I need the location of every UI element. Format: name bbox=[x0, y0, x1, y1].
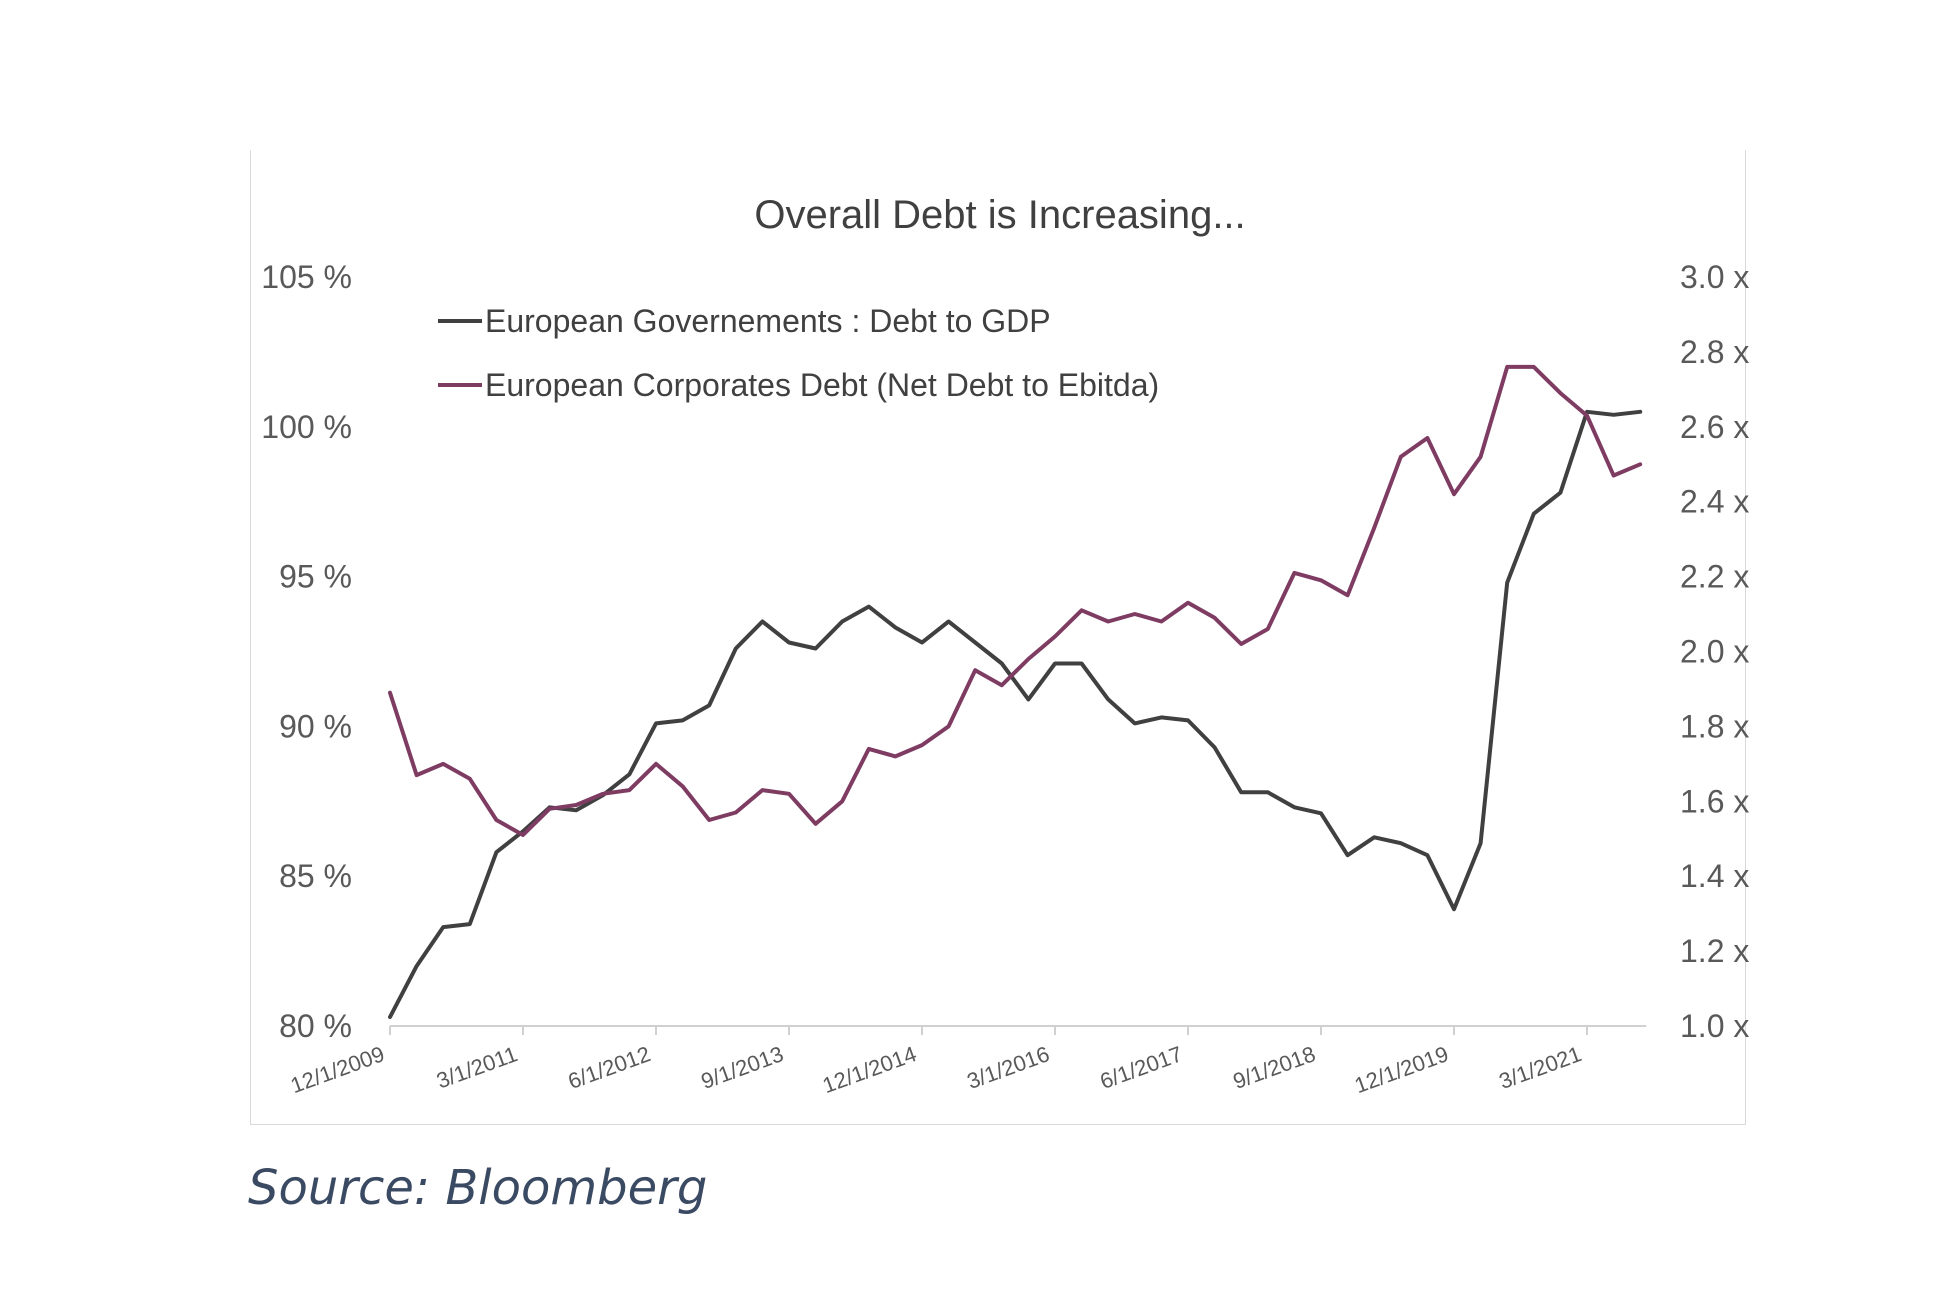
x-axis-tick-label: 6/1/2017 bbox=[1097, 1041, 1186, 1094]
x-axis-tick-label: 3/1/2011 bbox=[433, 1041, 520, 1093]
right-axis-tick-label: 2.0 x bbox=[1680, 634, 1749, 670]
source-caption: Source: Bloomberg bbox=[248, 1160, 708, 1216]
left-axis: 80 % 85 % 90 % 95 % 100 % 105 % bbox=[261, 259, 352, 1044]
x-axis-tick-label: 3/1/2021 bbox=[1496, 1041, 1585, 1094]
right-axis-tick-label: 1.6 x bbox=[1680, 783, 1749, 819]
left-axis-tick-label: 95 % bbox=[279, 559, 352, 595]
legend-label-corporates: European Corporates Debt (Net Debt to Eb… bbox=[485, 367, 1159, 403]
legend-label-governments: European Governements : Debt to GDP bbox=[485, 303, 1051, 339]
left-axis-tick-label: 85 % bbox=[279, 858, 352, 894]
right-axis-tick-label: 1.2 x bbox=[1680, 933, 1749, 969]
chart-title: Overall Debt is Increasing... bbox=[754, 193, 1245, 237]
right-axis-tick-label: 3.0 x bbox=[1680, 259, 1749, 295]
right-axis-tick-label: 1.4 x bbox=[1680, 858, 1749, 894]
chart-frame bbox=[250, 150, 1746, 1125]
x-axis-tick-label: 9/1/2013 bbox=[698, 1041, 787, 1094]
right-axis-tick-label: 1.8 x bbox=[1680, 708, 1749, 744]
right-axis: 1.0 x 1.2 x 1.4 x 1.6 x 1.8 x 2.0 x 2.2 x 2.4 x… bbox=[1680, 259, 1749, 1044]
left-axis-tick-label: 80 % bbox=[279, 1008, 352, 1044]
x-axis-tick-label: 12/1/2019 bbox=[1351, 1041, 1452, 1098]
series-line-governments bbox=[388, 409, 1643, 1019]
right-axis-tick-label: 2.6 x bbox=[1680, 409, 1749, 445]
series-layer bbox=[388, 364, 1643, 1019]
right-axis-tick-label: 1.0 x bbox=[1680, 1008, 1749, 1044]
left-axis-tick-label: 100 % bbox=[261, 409, 352, 445]
right-axis-tick-label: 2.8 x bbox=[1680, 334, 1749, 370]
x-axis-tick-label: 6/1/2012 bbox=[565, 1041, 654, 1094]
x-axis-tick-label: 12/1/2009 bbox=[287, 1041, 388, 1098]
x-axis-tick-label: 9/1/2018 bbox=[1230, 1041, 1319, 1094]
legend: European Governements : Debt to GDP Euro… bbox=[438, 303, 1159, 403]
x-axis-tick-label: 3/1/2016 bbox=[964, 1041, 1053, 1094]
x-axis: 12/1/2009 3/1/2011 6/1/2012 9/1/2013 12/1/20… bbox=[287, 1025, 1647, 1098]
left-axis-tick-label: 90 % bbox=[279, 708, 352, 744]
left-axis-tick-label: 105 % bbox=[261, 259, 352, 295]
x-axis-tick-label: 12/1/2014 bbox=[819, 1041, 920, 1098]
right-axis-tick-label: 2.2 x bbox=[1680, 559, 1749, 595]
series-line-corporates bbox=[388, 364, 1643, 837]
right-axis-tick-label: 2.4 x bbox=[1680, 484, 1749, 520]
